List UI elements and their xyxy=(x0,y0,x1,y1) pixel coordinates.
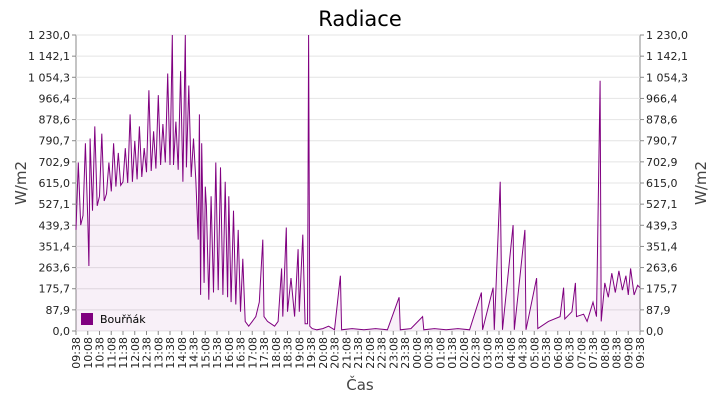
x-tick-label: 06:08 xyxy=(552,337,565,369)
legend-swatch-bourinak xyxy=(81,313,93,325)
x-tick-label: 09:38 xyxy=(634,337,647,369)
y-tick-label-right: 702,9 xyxy=(646,156,678,169)
y-tick-label-right: 1 142,1 xyxy=(646,50,688,63)
legend-label-bourinak: Bouřňák xyxy=(100,313,146,326)
x-tick-label: 05:38 xyxy=(540,337,553,369)
y-tick-label-left: 0,0 xyxy=(53,325,71,338)
x-tick-label: 21:08 xyxy=(340,337,353,369)
x-tick-label: 12:38 xyxy=(141,337,154,369)
x-tick-label: 13:38 xyxy=(164,337,177,369)
x-tick-label: 00:38 xyxy=(423,337,436,369)
x-tick-label: 18:08 xyxy=(270,337,283,369)
y-tick-label-right: 615,0 xyxy=(646,177,678,190)
x-tick-label: 19:08 xyxy=(293,337,306,369)
x-tick-label: 07:08 xyxy=(575,337,588,369)
y-tick-label-left: 1 142,1 xyxy=(28,50,70,63)
y-tick-label-right: 175,7 xyxy=(646,283,678,296)
x-tick-label: 18:38 xyxy=(282,337,295,369)
x-tick-label: 12:08 xyxy=(129,337,142,369)
y-axis-title-right: W/m2 xyxy=(692,161,710,205)
y-tick-label-left: 966,4 xyxy=(39,92,71,105)
y-tick-label-left: 790,7 xyxy=(39,135,71,148)
x-tick-label: 08:08 xyxy=(599,337,612,369)
y-tick-label-left: 351,4 xyxy=(39,240,71,253)
x-tick-label: 20:38 xyxy=(329,337,342,369)
y-tick-label-right: 263,6 xyxy=(646,262,678,275)
x-tick-label: 00:08 xyxy=(411,337,424,369)
x-tick-label: 06:38 xyxy=(564,337,577,369)
y-tick-label-left: 615,0 xyxy=(39,177,71,190)
y-tick-label-left: 263,6 xyxy=(39,262,71,275)
x-tick-label: 23:08 xyxy=(387,337,400,369)
x-tick-label: 03:38 xyxy=(493,337,506,369)
x-tick-label: 11:38 xyxy=(117,337,130,369)
x-tick-label: 22:38 xyxy=(376,337,389,369)
x-axis-title: Čas xyxy=(346,375,374,394)
y-tick-label-right: 439,3 xyxy=(646,219,678,232)
y-tick-label-right: 790,7 xyxy=(646,135,678,148)
y-tick-label-left: 175,7 xyxy=(39,283,71,296)
x-tick-label: 10:08 xyxy=(82,337,95,369)
x-tick-label: 13:08 xyxy=(152,337,165,369)
y-tick-label-right: 1 230,0 xyxy=(646,29,688,42)
x-tick-label: 01:08 xyxy=(434,337,447,369)
y-tick-label-right: 1 054,3 xyxy=(646,71,688,84)
x-tick-label: 01:38 xyxy=(446,337,459,369)
x-tick-label: 08:38 xyxy=(611,337,624,369)
y-tick-label-right: 87,9 xyxy=(646,304,671,317)
x-tick-label: 04:38 xyxy=(517,337,530,369)
y-axis-title-left: W/m2 xyxy=(12,161,30,205)
x-tick-label: 14:08 xyxy=(176,337,189,369)
y-tick-label-left: 527,1 xyxy=(39,198,71,211)
x-tick-label: 16:38 xyxy=(235,337,248,369)
right-axis: 1 230,0 1 142,1 1 054,3 966,4 878,6 790,7 702,… xyxy=(640,29,688,338)
x-tick-label: 09:08 xyxy=(622,337,635,369)
legend: Bouřňák xyxy=(81,313,146,326)
x-tick-label: 02:08 xyxy=(458,337,471,369)
x-tick-label: 15:08 xyxy=(199,337,212,369)
series-fill-bourinak xyxy=(76,35,640,331)
x-tick-label: 11:08 xyxy=(105,337,118,369)
x-tick-label: 16:08 xyxy=(223,337,236,369)
y-tick-label-left: 702,9 xyxy=(39,156,71,169)
x-tick-label: 07:38 xyxy=(587,337,600,369)
chart-title: Radiace xyxy=(318,7,402,31)
x-tick-label: 17:08 xyxy=(246,337,259,369)
y-tick-label-right: 0,0 xyxy=(646,325,664,338)
x-tick-label: 15:38 xyxy=(211,337,224,369)
x-tick-label: 17:38 xyxy=(258,337,271,369)
y-tick-label-right: 527,1 xyxy=(646,198,678,211)
left-axis: 1 230,0 1 142,1 1 054,3 966,4 878,6 790,7 702,… xyxy=(28,29,76,338)
x-tick-label: 21:38 xyxy=(352,337,365,369)
x-tick-label: 23:38 xyxy=(399,337,412,369)
y-tick-label-left: 87,9 xyxy=(46,304,71,317)
x-axis: 09:3810:0810:3811:0811:3812:0812:3813:08… xyxy=(70,331,647,369)
x-tick-label: 14:38 xyxy=(188,337,201,369)
x-tick-label: 04:08 xyxy=(505,337,518,369)
y-tick-label-right: 966,4 xyxy=(646,92,678,105)
y-tick-label-left: 439,3 xyxy=(39,219,71,232)
y-tick-label-left: 1 230,0 xyxy=(28,29,70,42)
x-tick-label: 09:38 xyxy=(70,337,83,369)
x-tick-label: 20:08 xyxy=(317,337,330,369)
y-tick-label-right: 878,6 xyxy=(646,114,678,127)
x-tick-label: 22:08 xyxy=(364,337,377,369)
x-tick-label: 19:38 xyxy=(305,337,318,369)
y-tick-label-left: 1 054,3 xyxy=(28,71,70,84)
series-line-bourinak xyxy=(75,34,641,331)
x-tick-label: 03:08 xyxy=(481,337,494,369)
x-tick-label: 10:38 xyxy=(94,337,107,369)
y-tick-label-left: 878,6 xyxy=(39,114,71,127)
x-tick-label: 05:08 xyxy=(528,337,541,369)
y-tick-label-right: 351,4 xyxy=(646,240,678,253)
x-tick-label: 02:38 xyxy=(470,337,483,369)
